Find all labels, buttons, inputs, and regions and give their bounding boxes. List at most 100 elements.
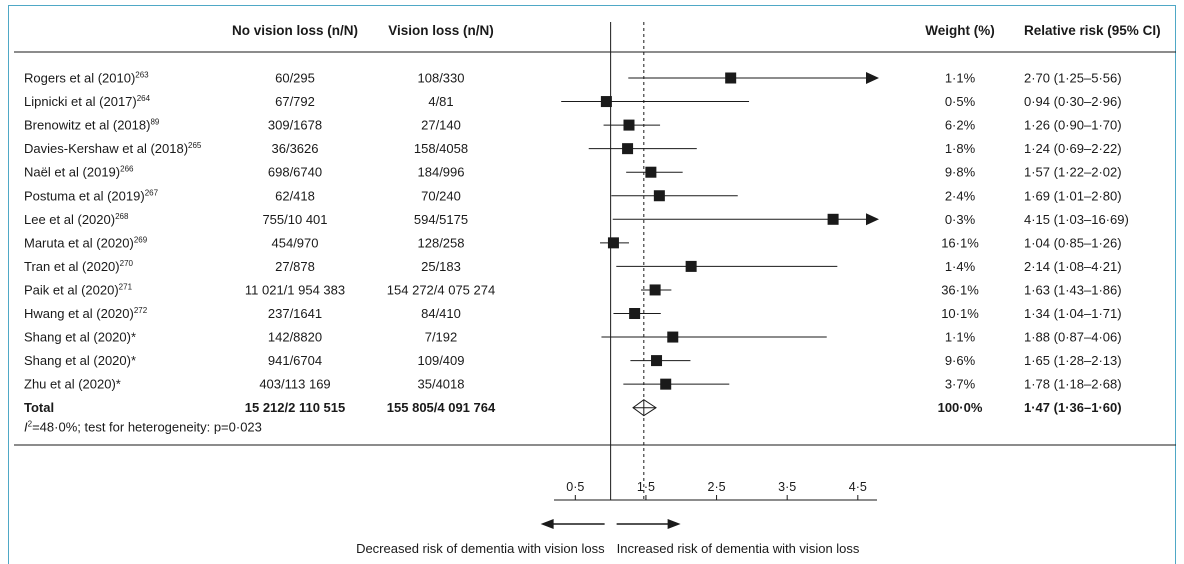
- x-tick-label: 0·5: [566, 480, 584, 494]
- relative-risk-value: 1·63 (1·43–1·86): [1024, 282, 1122, 297]
- vision-loss-value: 184/996: [418, 165, 465, 180]
- heterogeneity-statement: I2=48·0%; test for heterogeneity: p=0·02…: [24, 419, 262, 434]
- weight-value: 1·8%: [945, 141, 976, 156]
- decreased-risk-label: Decreased risk of dementia with vision l…: [356, 541, 605, 556]
- x-tick-label: 2·5: [708, 480, 726, 494]
- relative-risk-value: 2·14 (1·08–4·21): [1024, 259, 1122, 274]
- vision-loss-value: 84/410: [421, 306, 461, 321]
- no-vision-loss-value: 11 021/1 954 383: [245, 282, 345, 297]
- header-relative-risk: Relative risk (95% CI): [1024, 23, 1161, 38]
- vision-loss-value: 158/4058: [414, 141, 468, 156]
- point-estimate: [725, 72, 737, 84]
- point-estimate: [629, 308, 641, 319]
- relative-risk-value: 1·26 (0·90–1·70): [1024, 118, 1122, 133]
- relative-risk-value: 2·70 (1·25–5·56): [1024, 71, 1122, 86]
- no-vision-loss-value: 941/6704: [268, 353, 322, 368]
- weight-value: 1·1%: [945, 330, 976, 345]
- relative-risk-value: 1·04 (0·85–1·26): [1024, 235, 1122, 250]
- no-vision-loss-value: 454/970: [272, 235, 319, 250]
- relative-risk-value: 1·34 (1·04–1·71): [1024, 306, 1122, 321]
- relative-risk-value: 1·57 (1·22–2·02): [1024, 165, 1122, 180]
- point-estimate: [660, 378, 672, 390]
- point-estimate: [827, 213, 839, 225]
- total-vision-loss: 155 805/4 091 764: [387, 400, 496, 415]
- no-vision-loss-value: 309/1678: [268, 118, 322, 133]
- weight-value: 1·4%: [945, 259, 976, 274]
- vision-loss-value: 128/258: [418, 235, 465, 250]
- weight-value: 1·1%: [945, 71, 976, 86]
- study-name: Hwang et al (2020)272: [24, 306, 148, 321]
- weight-value: 0·5%: [945, 94, 976, 109]
- x-tick-label: 3·5: [778, 480, 796, 494]
- study-name: Maruta et al (2020)269: [24, 235, 148, 250]
- study-name: Paik et al (2020)271: [24, 282, 133, 297]
- point-estimate: [645, 166, 657, 178]
- relative-risk-value: 0·94 (0·30–2·96): [1024, 94, 1122, 109]
- weight-value: 9·8%: [945, 165, 976, 180]
- ci-arrow: [866, 213, 879, 226]
- study-name: Lipnicki et al (2017)264: [24, 94, 151, 109]
- relative-risk-value: 1·88 (0·87–4·06): [1024, 330, 1122, 345]
- study-name: Postuma et al (2019)267: [24, 188, 159, 203]
- total-relative-risk: 1·47 (1·36–1·60): [1024, 400, 1122, 415]
- vision-loss-value: 109/409: [418, 353, 465, 368]
- point-estimate: [622, 143, 634, 155]
- weight-value: 16·1%: [941, 235, 979, 250]
- relative-risk-value: 1·65 (1·28–2·13): [1024, 353, 1122, 368]
- weight-value: 6·2%: [945, 118, 976, 133]
- vision-loss-value: 154 272/4 075 274: [387, 282, 495, 297]
- study-name: Zhu et al (2020)*: [24, 377, 121, 392]
- weight-value: 36·1%: [941, 282, 979, 297]
- total-no-vision-loss: 15 212/2 110 515: [245, 400, 346, 415]
- no-vision-loss-value: 237/1641: [268, 306, 322, 321]
- vision-loss-value: 70/240: [421, 188, 461, 203]
- increased-risk-label: Increased risk of dementia with vision l…: [617, 541, 860, 556]
- vision-loss-value: 25/183: [421, 259, 461, 274]
- figure-frame: [8, 5, 1176, 564]
- no-vision-loss-value: 403/113 169: [259, 377, 330, 392]
- weight-value: 2·4%: [945, 188, 976, 203]
- no-vision-loss-value: 27/878: [275, 259, 315, 274]
- study-name: Lee et al (2020)268: [24, 212, 129, 227]
- study-name: Tran et al (2020)270: [24, 259, 134, 274]
- no-vision-loss-value: 36/3626: [272, 141, 319, 156]
- point-estimate: [649, 284, 661, 296]
- point-estimate: [607, 237, 619, 249]
- no-vision-loss-value: 60/295: [275, 71, 315, 86]
- decreased-arrowhead: [540, 519, 554, 529]
- study-name: Rogers et al (2010)263: [24, 71, 149, 86]
- relative-risk-value: 1·78 (1·18–2·68): [1024, 377, 1122, 392]
- x-tick-label: 1·5: [637, 480, 655, 494]
- no-vision-loss-value: 62/418: [275, 188, 315, 203]
- header-no-vision-loss: No vision loss (n/N): [232, 23, 358, 38]
- vision-loss-value: 108/330: [418, 71, 465, 86]
- weight-value: 9·6%: [945, 353, 976, 368]
- header-weight: Weight (%): [925, 23, 995, 38]
- no-vision-loss-value: 67/792: [275, 94, 315, 109]
- relative-risk-value: 1·24 (0·69–2·22): [1024, 141, 1122, 156]
- point-estimate: [667, 331, 679, 343]
- study-name: Naël et al (2019)266: [24, 165, 134, 180]
- weight-value: 3·7%: [945, 377, 976, 392]
- vision-loss-value: 594/5175: [414, 212, 468, 227]
- relative-risk-value: 4·15 (1·03–16·69): [1024, 212, 1129, 227]
- study-name: Brenowitz et al (2018)89: [24, 118, 160, 133]
- header-vision-loss: Vision loss (n/N): [388, 23, 494, 38]
- vision-loss-value: 35/4018: [418, 377, 465, 392]
- no-vision-loss-value: 755/10 401: [262, 212, 327, 227]
- increased-arrowhead: [667, 519, 681, 529]
- vision-loss-value: 27/140: [421, 118, 461, 133]
- ci-arrow: [866, 72, 879, 84]
- no-vision-loss-value: 142/8820: [268, 330, 322, 345]
- study-name: Davies-Kershaw et al (2018)265: [24, 141, 202, 156]
- total-weight: 100·0%: [938, 400, 983, 415]
- vision-loss-value: 7/192: [425, 330, 458, 345]
- vision-loss-value: 4/81: [428, 94, 453, 109]
- study-name: Shang et al (2020)*: [24, 353, 136, 368]
- x-tick-label: 4·5: [849, 480, 867, 494]
- point-estimate: [623, 119, 635, 131]
- point-estimate: [651, 355, 663, 367]
- relative-risk-value: 1·69 (1·01–2·80): [1024, 188, 1122, 203]
- point-estimate: [685, 260, 697, 272]
